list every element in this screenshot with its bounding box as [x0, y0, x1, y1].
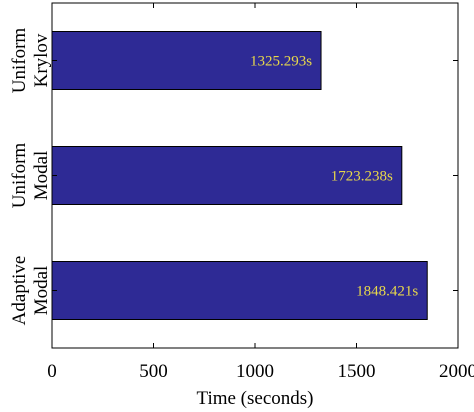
category-label-0: UniformKrylov — [9, 28, 52, 94]
category-label-line: Uniform — [9, 28, 30, 94]
category-label-line: Modal — [31, 266, 52, 316]
category-label-line: Adaptive — [9, 256, 30, 326]
x-tick-label: 1500 — [338, 361, 376, 382]
x-tick-label: 0 — [47, 361, 57, 382]
bar-value-label-0: 1325.293s — [250, 54, 312, 70]
bar-value-label-1: 1723.238s — [331, 169, 393, 185]
bar-2 — [51, 261, 428, 320]
bar-0 — [51, 31, 322, 90]
x-tick-label: 1000 — [236, 361, 274, 382]
bars-group: 1325.293s 1723.238s 1848.421s — [51, 31, 428, 320]
category-label-line: Uniform — [9, 143, 30, 209]
x-ticks-group: 0 500 1000 1500 2000 — [47, 3, 474, 382]
x-tick-label: 2000 — [439, 361, 474, 382]
category-label-1: UniformModal — [9, 143, 52, 209]
category-label-line: Modal — [31, 151, 52, 201]
category-label-line: Krylov — [31, 33, 52, 87]
x-tick-label: 500 — [139, 361, 168, 382]
x-axis-label: Time (seconds) — [197, 388, 314, 409]
category-label-2: AdaptiveModal — [9, 256, 52, 326]
bar-1 — [51, 146, 403, 205]
bar-value-label-2: 1848.421s — [356, 284, 418, 300]
